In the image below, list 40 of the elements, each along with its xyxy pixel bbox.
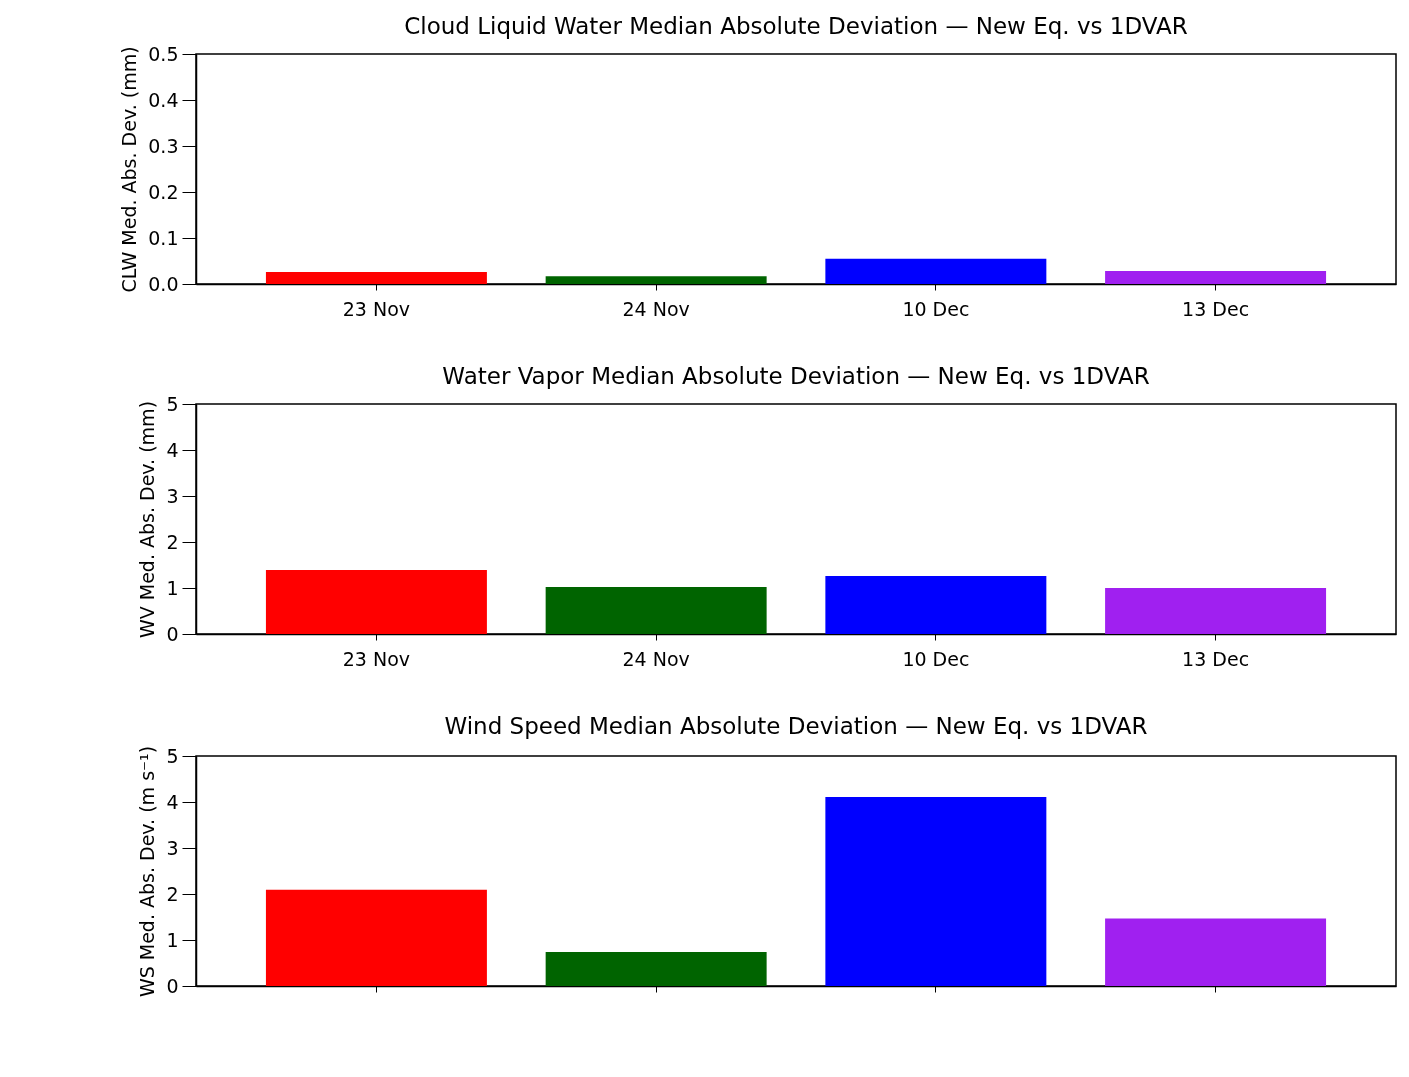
x-tick-label: 10 Dec <box>902 647 970 670</box>
x-tick-label: 24 Nov <box>622 647 690 670</box>
y-axis-title: WV Med. Abs. Dev. (mm) <box>136 400 159 639</box>
y-axis-title: CLW Med. Abs. Dev. (mm) <box>118 46 141 293</box>
x-tick-label: 24 Nov <box>622 297 690 320</box>
y-tick-label: 0.2 <box>148 180 179 203</box>
bar <box>825 576 1047 634</box>
bar <box>1105 588 1327 634</box>
y-tick-label: 0.1 <box>148 226 179 249</box>
y-axis-title: WS Med. Abs. Dev. (m s⁻¹) <box>136 745 159 998</box>
y-tick-label: 0.4 <box>148 88 179 111</box>
y-tick-label: 3 <box>166 484 179 507</box>
y-tick-label: 2 <box>166 882 179 905</box>
x-tick-label: 13 Dec <box>1182 297 1250 320</box>
y-tick-label: 3 <box>166 836 179 859</box>
y-tick-label: 0 <box>166 622 179 645</box>
bar <box>265 570 487 634</box>
bar <box>545 951 767 986</box>
x-tick-label: 13 Dec <box>1182 647 1250 670</box>
y-tick-label: 2 <box>166 530 179 553</box>
y-tick-label: 0.5 <box>148 42 179 65</box>
x-tick-label: 23 Nov <box>342 647 411 670</box>
chart-title: Cloud Liquid Water Median Absolute Deviation — New Eq. vs 1DVAR <box>404 13 1188 39</box>
y-tick-label: 0.0 <box>148 272 179 295</box>
y-tick-label: 0.3 <box>148 134 179 157</box>
x-tick-label: 10 Dec <box>902 297 970 320</box>
x-tick-label: 23 Nov <box>342 297 411 320</box>
y-tick-label: 4 <box>166 790 179 813</box>
bar <box>265 889 487 986</box>
y-tick-label: 1 <box>166 928 179 951</box>
y-tick-label: 5 <box>166 392 179 415</box>
y-tick-label: 0 <box>166 974 179 997</box>
chart-title: Water Vapor Median Absolute Deviation — New Eq. vs 1DVAR <box>442 363 1150 389</box>
chart-title: Wind Speed Median Absolute Deviation — New Eq. vs 1DVAR <box>444 713 1148 740</box>
bar <box>825 796 1047 986</box>
y-tick-label: 4 <box>166 438 179 461</box>
y-tick-label: 5 <box>166 744 179 767</box>
y-tick-label: 1 <box>166 576 179 599</box>
bar <box>1105 918 1327 986</box>
bar <box>545 587 767 634</box>
